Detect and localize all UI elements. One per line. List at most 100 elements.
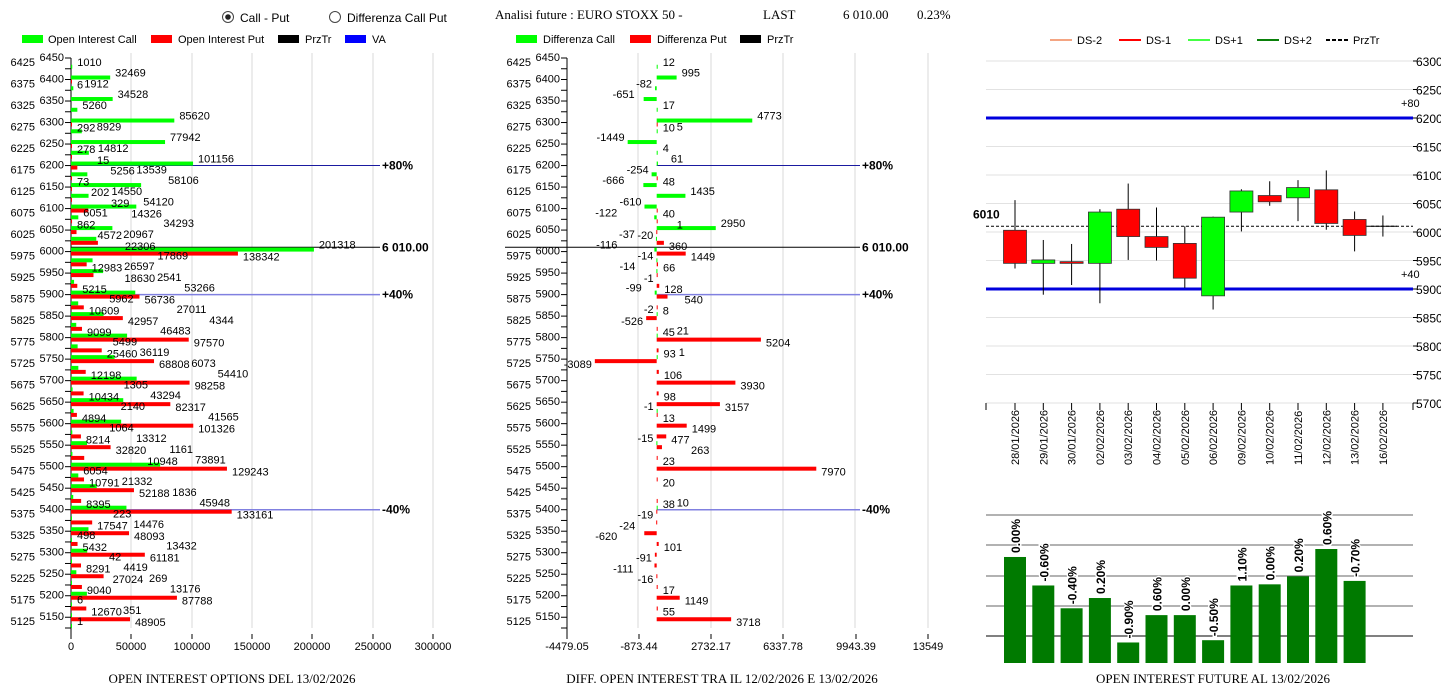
call-bar xyxy=(71,161,194,166)
put-value-label: 27024 xyxy=(113,574,144,586)
call-bar xyxy=(71,301,79,306)
call-value-label: 5260 xyxy=(82,100,106,112)
put-value-label: 82317 xyxy=(175,402,206,414)
put-value-label: -20 xyxy=(637,230,653,242)
y-tick-label: 6200 xyxy=(1416,112,1441,126)
call-value-label: -116 xyxy=(596,240,617,252)
call-bar xyxy=(71,408,74,413)
put-bar xyxy=(71,187,72,192)
call-bar xyxy=(71,107,78,112)
prztr-label: 6010 xyxy=(973,207,1000,221)
call-value-label: 34293 xyxy=(163,218,194,230)
put-bar xyxy=(71,176,72,181)
put-value-label: 101 xyxy=(664,542,682,554)
candle-body xyxy=(1116,208,1141,237)
put-bar xyxy=(656,520,658,525)
oi-future-bar xyxy=(1117,642,1140,663)
put-bar xyxy=(656,509,658,514)
call-value-label: 20967 xyxy=(123,229,154,241)
strike-label: 6175 xyxy=(11,164,35,176)
y-tick-label: 5950 xyxy=(1416,255,1441,269)
call-value-label: 77942 xyxy=(170,132,201,144)
put-value-label: 52188 xyxy=(139,488,170,500)
strike-label: 5750 xyxy=(40,353,64,365)
call-value-label: 34528 xyxy=(118,89,149,101)
put-value-label: 360 xyxy=(669,241,687,253)
call-bar xyxy=(71,580,72,585)
call-value-label: -254 xyxy=(627,164,649,176)
radio-unselected-icon[interactable] xyxy=(329,11,341,23)
strike-label: 5175 xyxy=(507,594,531,606)
put-value-label: 5204 xyxy=(766,338,790,350)
x-tick-label: -873.44 xyxy=(620,641,657,653)
candle-body xyxy=(1088,211,1112,264)
strike-label: 5900 xyxy=(40,289,64,301)
call-bar xyxy=(71,269,104,274)
put-value-label: 10791 xyxy=(89,477,120,489)
put-bar xyxy=(71,391,84,396)
legend-label: DS-1 xyxy=(1146,35,1171,47)
y-tick-label: 5800 xyxy=(1416,340,1441,354)
put-bar xyxy=(656,251,686,256)
put-bar xyxy=(656,402,720,407)
put-bar xyxy=(71,434,81,439)
call-bar xyxy=(71,279,75,284)
put-bar xyxy=(71,531,130,536)
call-bar xyxy=(71,64,73,69)
reference-label: 6 010.00 xyxy=(382,240,429,254)
put-value-label: 5432 xyxy=(83,542,107,554)
legend-swatch-va xyxy=(345,35,366,43)
put-bar xyxy=(656,412,658,417)
reference-label: +40% xyxy=(862,288,893,302)
oi-future-bar xyxy=(1202,640,1225,663)
call-bar xyxy=(71,462,161,467)
radio-differenza[interactable]: Differenza Call Put xyxy=(329,11,448,25)
put-bar xyxy=(71,595,177,600)
call-value-label: 6054 xyxy=(83,465,107,477)
strike-label: 6100 xyxy=(536,203,560,215)
strike-label: 5725 xyxy=(11,358,35,370)
put-value-label: 48905 xyxy=(135,617,166,629)
call-bar xyxy=(71,430,73,435)
legend-swatch-diff-call xyxy=(516,35,537,43)
put-value-label: -1 xyxy=(644,273,654,285)
call-bar xyxy=(656,193,686,198)
date-label: 06/02/2026 xyxy=(1208,410,1220,465)
call-bar xyxy=(71,333,128,338)
x-tick-label: 13549 xyxy=(913,641,944,653)
date-label: 16/02/2026 xyxy=(1378,410,1390,465)
call-bar xyxy=(71,387,73,392)
put-bar xyxy=(656,606,658,611)
put-bar xyxy=(71,197,72,202)
put-bar xyxy=(71,445,111,450)
radio-call-put[interactable]: Call - Put xyxy=(222,11,291,25)
put-value-label: 8291 xyxy=(86,563,110,575)
put-bar xyxy=(644,531,657,536)
call-value-label: 1305 xyxy=(124,379,148,391)
strike-label: 5475 xyxy=(11,465,35,477)
call-bar xyxy=(71,559,72,564)
put-value-label: 12983 xyxy=(92,262,123,274)
put-value-label: 23 xyxy=(663,456,675,468)
put-bar xyxy=(71,563,82,568)
call-value-label: -610 xyxy=(619,197,641,209)
put-bar xyxy=(71,617,131,622)
call-value-label: 498 xyxy=(77,530,95,542)
legend-label: Open Interest Put xyxy=(178,34,264,46)
call-bar xyxy=(71,365,79,370)
put-bar xyxy=(654,552,657,557)
call-value-label: 2950 xyxy=(721,218,745,230)
call-value-label: 41565 xyxy=(208,412,239,424)
put-bar xyxy=(656,283,660,288)
strike-label: 5675 xyxy=(11,379,35,391)
put-bar xyxy=(594,359,657,364)
strike-label: 5925 xyxy=(11,272,35,284)
oi-change-label: -0.70% xyxy=(1349,539,1363,577)
put-value-label: 98 xyxy=(664,391,676,403)
call-value-label: 5962 xyxy=(109,293,133,305)
put-value-label: 106 xyxy=(664,370,682,382)
strike-label: 5500 xyxy=(40,461,64,473)
put-bar xyxy=(71,122,72,127)
call-bar xyxy=(656,226,716,231)
strike-label: 6125 xyxy=(507,186,531,198)
